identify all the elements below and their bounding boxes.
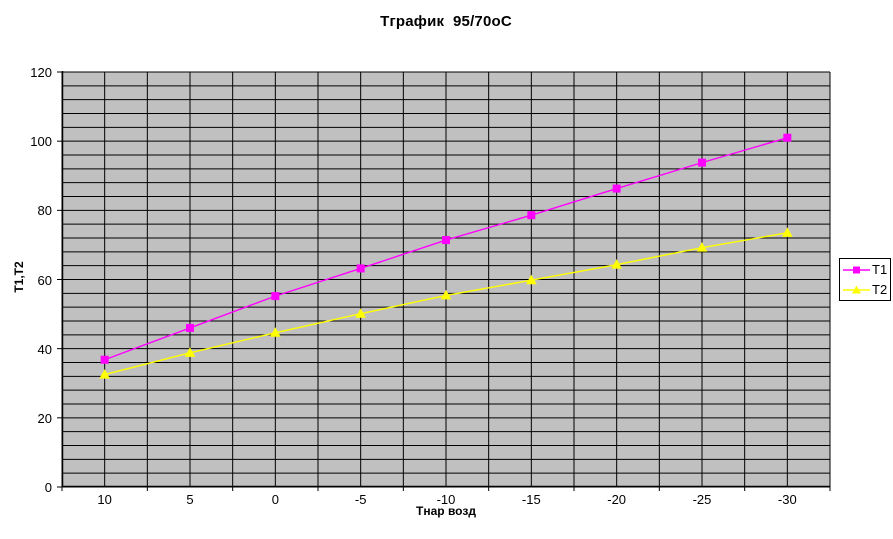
y-tick-label: 0 <box>44 480 52 495</box>
legend-entry-t1: Т1 <box>843 261 890 279</box>
plot-area <box>57 71 831 491</box>
y-tick-label: 100 <box>30 134 52 150</box>
y-tick-label: 40 <box>37 341 52 357</box>
series-marker-Т2 <box>781 227 793 237</box>
x-tick-label: -20 <box>607 492 627 507</box>
x-tick-label: 5 <box>186 492 194 507</box>
series-marker-Т1 <box>186 323 194 332</box>
series-marker-Т2 <box>440 289 452 300</box>
t1-line-square-marker-icon <box>843 265 870 275</box>
y-tick-label: 20 <box>37 410 52 426</box>
series-marker-Т1 <box>698 158 706 167</box>
legend: Т1 Т2 <box>839 258 891 301</box>
series-marker-Т1 <box>783 133 792 142</box>
x-tick-label: -10 <box>436 492 456 507</box>
series-marker-Т1 <box>356 264 365 273</box>
x-axis-title: Тнар возд <box>416 504 476 518</box>
legend-label-t2: Т2 <box>872 282 888 297</box>
x-tick-label: -15 <box>521 492 541 507</box>
series-marker-Т1 <box>100 355 109 364</box>
x-tick-label: 0 <box>271 492 279 507</box>
series-marker-Т2 <box>696 242 708 252</box>
series-marker-Т1 <box>612 184 621 193</box>
series-marker-Т1 <box>271 292 280 301</box>
series-marker-Т2 <box>99 369 111 379</box>
x-tick-label: -25 <box>692 492 712 507</box>
y-tick-label: 60 <box>37 272 52 288</box>
series-marker-Т1 <box>527 211 536 220</box>
t2-line-triangle-marker-icon <box>843 285 870 295</box>
x-tick-label: -30 <box>777 492 797 507</box>
x-tick-label: -5 <box>354 492 367 507</box>
series-marker-Т2 <box>355 308 367 318</box>
series-marker-Т2 <box>269 327 281 337</box>
x-tick-label: 10 <box>97 492 112 507</box>
series-marker-Т2 <box>525 274 537 285</box>
series-marker-Т2 <box>611 259 623 269</box>
legend-label-t1: Т1 <box>872 262 888 277</box>
y-tick-label: 120 <box>30 65 52 80</box>
series-marker-Т1 <box>442 236 450 245</box>
y-tick-label: 80 <box>37 203 52 219</box>
legend-entry-t2: Т2 <box>843 281 890 299</box>
chart-title: Тграфик 95/70оС <box>380 13 512 30</box>
series-marker-Т2 <box>184 347 196 357</box>
